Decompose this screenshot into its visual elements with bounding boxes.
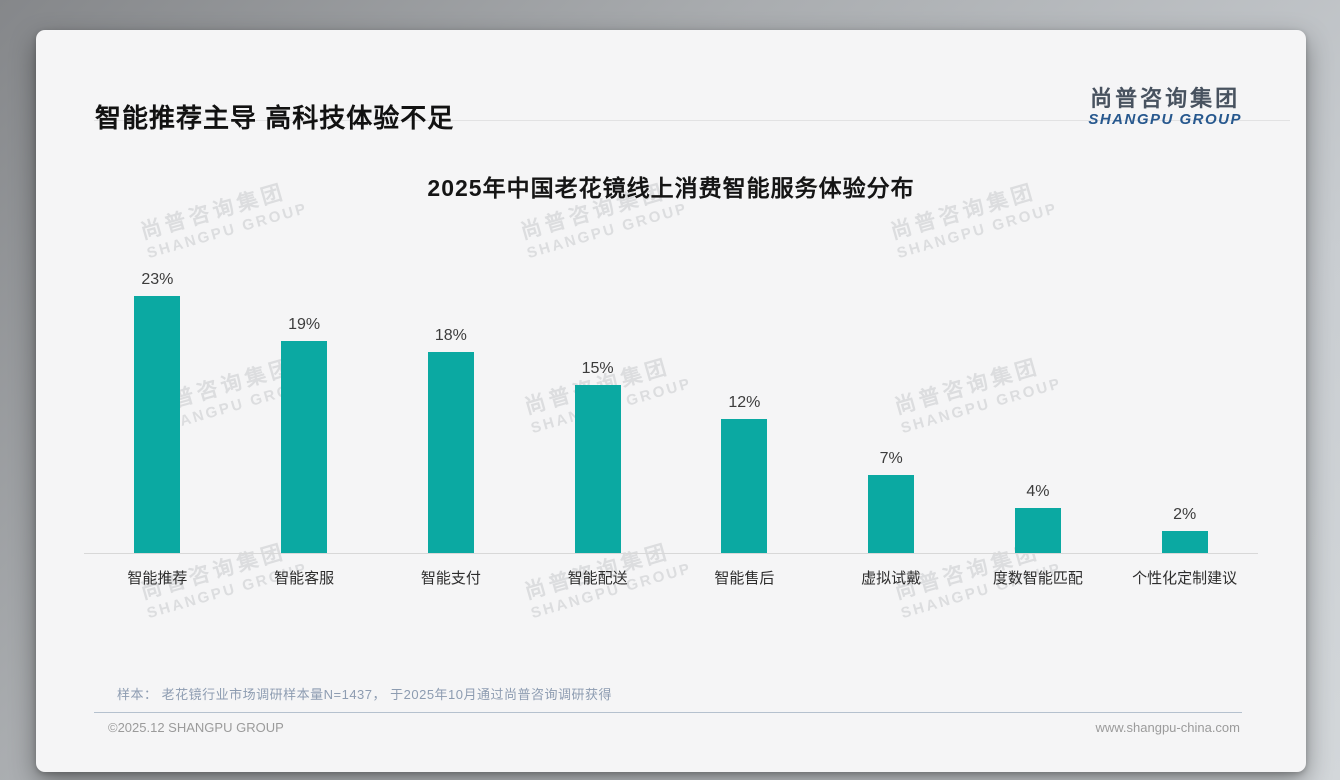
category-axis: 智能推荐 智能客服 智能支付 智能配送 智能售后 虚拟试戴 度数智能匹配 个性化定制建议: [84, 567, 1258, 588]
bar: [427, 352, 474, 553]
logo-chinese-text: 尚普咨询集团: [1090, 86, 1241, 111]
header-divider: [94, 120, 1290, 121]
bar-value-label: 2%: [1173, 506, 1197, 523]
logo-english-text: SHANGPU GROUP: [1088, 111, 1242, 129]
bar-column: 2%: [1111, 260, 1258, 553]
bar-value-label: 15%: [581, 360, 614, 377]
bar: [281, 341, 328, 553]
slide-card: 智能推荐主导 高科技体验不足 尚普咨询集团 SHANGPU GROUP 尚普咨询…: [36, 30, 1306, 772]
footer-divider: [94, 712, 1242, 713]
category-label: 度数智能匹配: [992, 570, 1083, 587]
category-label: 智能配送: [567, 570, 628, 587]
footer: ©2025.12 SHANGPU GROUP www.shangpu-china…: [108, 720, 1240, 735]
website-text: www.shangpu-china.com: [1095, 720, 1240, 735]
bar: [1014, 508, 1061, 553]
category-label: 智能售后: [714, 570, 775, 587]
bar: [868, 475, 915, 553]
bar-column: 15%: [524, 260, 671, 553]
bar-value-label: 4%: [1026, 483, 1050, 500]
bar-chart: 23% 19% 18% 15% 12% 7% 4% 2% 智能推荐 智能客服 智能支付 智能配送 智能…: [84, 260, 1258, 588]
sample-footnote: 样本： 老花镜行业市场调研样本量N=1437， 于2025年10月通过尚普咨询调…: [117, 687, 613, 702]
bar: [721, 419, 768, 553]
bar-column: 7%: [818, 260, 965, 553]
bar-column: 23%: [84, 260, 231, 553]
chart-title: 2025年中国老花镜线上消费智能服务体验分布: [427, 175, 915, 201]
category-label: 智能支付: [420, 570, 481, 587]
bar: [574, 385, 621, 553]
bar-value-label: 18%: [434, 327, 467, 344]
category-label: 个性化定制建议: [1132, 570, 1238, 587]
bar-column: 4%: [965, 260, 1112, 553]
watermark-english-text: SHANGPU GROUP: [895, 199, 1060, 263]
bar-value-label: 19%: [288, 316, 321, 333]
category-label: 智能客服: [274, 570, 335, 587]
watermark-english-text: SHANGPU GROUP: [145, 199, 310, 263]
category-label: 虚拟试戴: [861, 570, 922, 587]
bar-value-label: 12%: [728, 394, 761, 411]
bar-value-label: 7%: [879, 450, 903, 467]
bar-column: 18%: [378, 260, 525, 553]
copyright-text: ©2025.12 SHANGPU GROUP: [108, 720, 284, 735]
company-logo: 尚普咨询集团 SHANGPU GROUP: [1088, 86, 1242, 128]
bar-column: 19%: [231, 260, 378, 553]
bar: [134, 296, 181, 553]
page-title: 智能推荐主导 高科技体验不足: [95, 103, 455, 133]
watermark-english-text: SHANGPU GROUP: [525, 199, 690, 263]
bar-value-label: 23%: [141, 271, 174, 288]
bar: [1161, 531, 1208, 553]
bar-group: 23% 19% 18% 15% 12% 7% 4% 2%: [84, 260, 1258, 554]
category-label: 智能推荐: [127, 570, 188, 587]
bar-column: 12%: [671, 260, 818, 553]
